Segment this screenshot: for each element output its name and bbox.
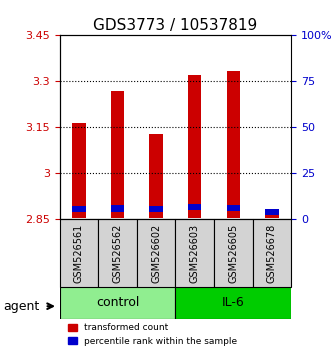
Bar [149, 134, 163, 218]
Bar [149, 206, 163, 212]
FancyBboxPatch shape [137, 219, 175, 287]
Text: GSM526562: GSM526562 [113, 223, 122, 283]
FancyBboxPatch shape [214, 219, 253, 287]
Text: GSM526561: GSM526561 [74, 223, 84, 283]
Bar [265, 209, 279, 215]
Bar [111, 91, 124, 218]
Text: control: control [96, 296, 139, 309]
FancyBboxPatch shape [175, 287, 291, 319]
Bar [188, 204, 202, 210]
Text: agent: agent [3, 300, 40, 313]
Bar [265, 209, 279, 218]
FancyBboxPatch shape [60, 219, 98, 287]
Text: GSM526602: GSM526602 [151, 223, 161, 283]
Bar [227, 205, 240, 211]
Text: GSM526603: GSM526603 [190, 223, 200, 283]
Title: GDS3773 / 10537819: GDS3773 / 10537819 [93, 18, 258, 33]
Text: GSM526678: GSM526678 [267, 223, 277, 283]
Bar [188, 75, 202, 218]
FancyBboxPatch shape [98, 219, 137, 287]
Bar [72, 124, 86, 218]
Bar [72, 206, 86, 212]
FancyBboxPatch shape [60, 287, 175, 319]
Text: GSM526605: GSM526605 [228, 223, 238, 283]
Bar [227, 71, 240, 218]
FancyBboxPatch shape [253, 219, 291, 287]
Text: IL-6: IL-6 [222, 296, 245, 309]
Legend: transformed count, percentile rank within the sample: transformed count, percentile rank withi… [64, 320, 241, 349]
FancyBboxPatch shape [175, 219, 214, 287]
Bar [111, 205, 124, 212]
